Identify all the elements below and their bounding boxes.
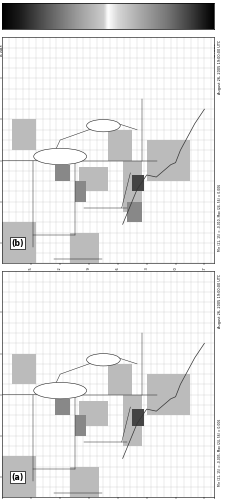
Bar bbox=[108, 130, 132, 160]
Bar bbox=[75, 416, 86, 436]
Text: -0.003: -0.003 bbox=[85, 42, 89, 58]
Text: -0.005: -0.005 bbox=[127, 42, 131, 58]
Bar bbox=[123, 394, 142, 446]
Ellipse shape bbox=[34, 382, 87, 399]
Bar bbox=[79, 401, 108, 425]
Text: August 26, 2005 19:00:00 UTC: August 26, 2005 19:00:00 UTC bbox=[218, 274, 222, 328]
Ellipse shape bbox=[34, 148, 87, 164]
Bar bbox=[2, 456, 36, 498]
Text: 0.001: 0.001 bbox=[0, 42, 4, 56]
Bar bbox=[108, 364, 132, 394]
Bar bbox=[55, 164, 70, 181]
Bar bbox=[132, 175, 144, 192]
Text: -0.009: -0.009 bbox=[212, 42, 216, 58]
Bar bbox=[123, 160, 142, 212]
Text: -0.002: -0.002 bbox=[64, 42, 68, 58]
Bar bbox=[132, 409, 144, 426]
Text: -0.007: -0.007 bbox=[170, 42, 174, 58]
Text: -0.006: -0.006 bbox=[149, 42, 153, 58]
Text: (b): (b) bbox=[11, 238, 23, 248]
Text: 0.000: 0.000 bbox=[22, 42, 26, 56]
Text: -0.001: -0.001 bbox=[43, 42, 47, 58]
Ellipse shape bbox=[87, 120, 120, 132]
Bar bbox=[147, 140, 190, 181]
Text: -0.004: -0.004 bbox=[106, 42, 110, 58]
Text: August 26, 2005 19:00:00 UTC: August 26, 2005 19:00:00 UTC bbox=[218, 40, 222, 94]
Bar bbox=[70, 232, 99, 264]
Bar bbox=[2, 222, 36, 264]
Bar bbox=[147, 374, 190, 416]
Text: Min (21, 15) = -0.005, Max (24, 56) = 0.006: Min (21, 15) = -0.005, Max (24, 56) = 0.… bbox=[218, 418, 222, 486]
Ellipse shape bbox=[87, 354, 120, 366]
Bar bbox=[79, 166, 108, 192]
Bar bbox=[127, 202, 142, 222]
Text: (a): (a) bbox=[11, 472, 23, 482]
Text: ppdd: ppdd bbox=[101, 88, 115, 93]
Text: -0.008: -0.008 bbox=[191, 42, 195, 58]
Bar bbox=[55, 399, 70, 415]
Text: Min (21, 15) = -0.010, Max (24, 56) = 0.006: Min (21, 15) = -0.010, Max (24, 56) = 0.… bbox=[218, 184, 222, 252]
Bar bbox=[75, 181, 86, 202]
Bar bbox=[12, 354, 36, 384]
Bar bbox=[12, 120, 36, 150]
Bar bbox=[70, 466, 99, 498]
